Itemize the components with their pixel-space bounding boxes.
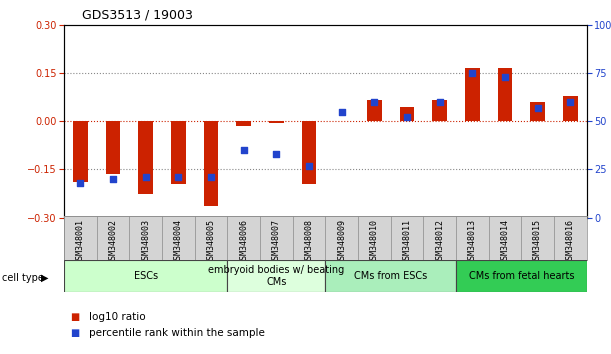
- Bar: [162, 216, 195, 260]
- Text: GDS3513 / 19003: GDS3513 / 19003: [82, 9, 193, 22]
- Bar: [530, 102, 545, 121]
- Text: GSM348015: GSM348015: [533, 219, 542, 264]
- Text: ■: ■: [70, 328, 79, 338]
- Bar: [563, 96, 577, 121]
- Text: GSM348006: GSM348006: [240, 219, 248, 264]
- Bar: [236, 121, 251, 126]
- Bar: [433, 100, 447, 121]
- Bar: [325, 216, 358, 260]
- Text: GSM348008: GSM348008: [304, 219, 313, 264]
- Text: GSM348004: GSM348004: [174, 219, 183, 264]
- Point: [337, 109, 346, 114]
- Bar: [489, 216, 521, 260]
- Text: GSM348001: GSM348001: [76, 219, 85, 264]
- Bar: [554, 216, 587, 260]
- Bar: [269, 121, 284, 123]
- Bar: [390, 216, 423, 260]
- Point: [565, 99, 575, 105]
- Text: GSM348014: GSM348014: [500, 219, 510, 264]
- Bar: [195, 216, 227, 260]
- Bar: [260, 216, 293, 260]
- Point: [174, 175, 183, 180]
- Text: log10 ratio: log10 ratio: [89, 312, 145, 322]
- Point: [108, 176, 118, 182]
- Bar: [73, 121, 88, 182]
- Text: GSM348010: GSM348010: [370, 219, 379, 264]
- Text: percentile rank within the sample: percentile rank within the sample: [89, 328, 265, 338]
- Bar: [456, 260, 587, 292]
- Bar: [97, 216, 130, 260]
- Point: [370, 99, 379, 105]
- Bar: [423, 216, 456, 260]
- Bar: [325, 260, 456, 292]
- Text: GSM348013: GSM348013: [468, 219, 477, 264]
- Bar: [367, 100, 382, 121]
- Text: CMs from fetal hearts: CMs from fetal hearts: [469, 271, 574, 281]
- Bar: [171, 121, 186, 184]
- Text: cell type: cell type: [2, 273, 45, 283]
- Bar: [64, 260, 227, 292]
- Text: embryoid bodies w/ beating
CMs: embryoid bodies w/ beating CMs: [208, 265, 345, 287]
- Bar: [358, 216, 390, 260]
- Point: [239, 147, 249, 153]
- Point: [402, 115, 412, 120]
- Bar: [203, 121, 218, 206]
- Text: ESCs: ESCs: [134, 271, 158, 281]
- Bar: [139, 121, 153, 194]
- Point: [141, 175, 151, 180]
- Bar: [456, 216, 489, 260]
- Point: [467, 70, 477, 76]
- Point: [435, 99, 445, 105]
- Text: ■: ■: [70, 312, 79, 322]
- Point: [76, 180, 86, 186]
- Bar: [465, 68, 480, 121]
- Text: GSM348003: GSM348003: [141, 219, 150, 264]
- Bar: [293, 216, 325, 260]
- Text: GSM348016: GSM348016: [566, 219, 575, 264]
- Bar: [227, 216, 260, 260]
- Text: GSM348007: GSM348007: [272, 219, 281, 264]
- Bar: [130, 216, 162, 260]
- Point: [206, 175, 216, 180]
- Point: [533, 105, 543, 110]
- Point: [500, 74, 510, 80]
- Bar: [106, 121, 120, 174]
- Text: GSM348011: GSM348011: [403, 219, 411, 264]
- Text: ▶: ▶: [41, 273, 48, 283]
- Bar: [521, 216, 554, 260]
- Bar: [497, 68, 512, 121]
- Text: GSM348009: GSM348009: [337, 219, 346, 264]
- Bar: [64, 216, 97, 260]
- Text: GSM348012: GSM348012: [435, 219, 444, 264]
- Bar: [302, 121, 316, 184]
- Text: CMs from ESCs: CMs from ESCs: [354, 271, 427, 281]
- Point: [304, 163, 314, 169]
- Point: [271, 151, 281, 157]
- Text: GSM348002: GSM348002: [109, 219, 118, 264]
- Text: GSM348005: GSM348005: [207, 219, 216, 264]
- Bar: [227, 260, 325, 292]
- Bar: [400, 107, 414, 121]
